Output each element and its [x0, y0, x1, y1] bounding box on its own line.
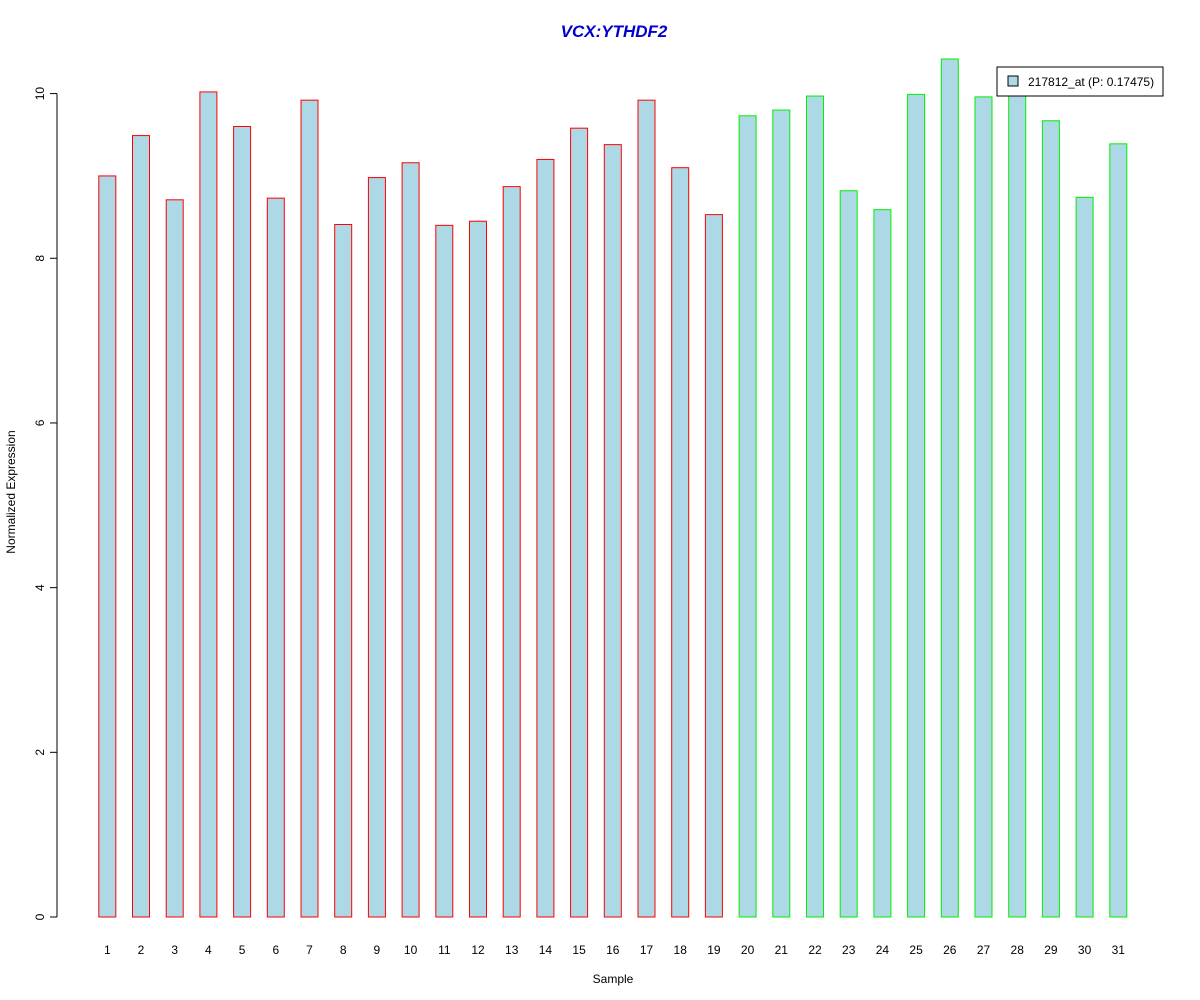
legend-swatch: [1007, 75, 1019, 87]
bar: [469, 220, 487, 918]
bar: [132, 135, 150, 918]
x-tick-label: 23: [842, 943, 856, 957]
bar: [704, 214, 723, 918]
x-tick-label: 17: [640, 943, 654, 957]
bar: [536, 158, 555, 918]
bar: [873, 209, 892, 918]
x-tick-label: 5: [239, 943, 246, 957]
y-tick-label: 10: [33, 87, 47, 101]
bar: [1008, 91, 1027, 918]
x-tick-label: 13: [505, 943, 519, 957]
bar: [603, 144, 622, 918]
x-tick-label: 28: [1011, 943, 1025, 957]
bar: [165, 199, 184, 918]
bar: [300, 99, 319, 918]
bar: [940, 58, 959, 918]
bar: [1075, 196, 1094, 918]
x-tick-label: 6: [272, 943, 279, 957]
y-tick-label: 8: [33, 255, 47, 262]
bar: [334, 224, 353, 918]
bar: [435, 224, 454, 918]
bars: [98, 58, 1128, 918]
x-tick-label: 3: [171, 943, 178, 957]
x-axis-title: Sample: [593, 972, 634, 986]
x-tick-label: 2: [138, 943, 145, 957]
x-tick-label: 19: [707, 943, 721, 957]
x-tick-label: 15: [572, 943, 586, 957]
x-tick-label: 8: [340, 943, 347, 957]
y-axis: 0 2 4 6 8 10: [33, 87, 58, 920]
bar: [266, 197, 285, 918]
bar: [401, 162, 420, 918]
bar: [806, 95, 824, 918]
bar: [907, 93, 926, 918]
y-tick-label: 2: [33, 749, 47, 756]
bar: [367, 177, 386, 918]
x-tick-label: 25: [909, 943, 923, 957]
bar: [1041, 120, 1060, 918]
bar: [98, 175, 117, 918]
x-tick-label: 29: [1044, 943, 1058, 957]
x-tick-label: 22: [808, 943, 822, 957]
y-tick-label: 4: [33, 584, 47, 591]
x-tick-label: 24: [876, 943, 890, 957]
bar: [233, 126, 252, 918]
bar: [637, 99, 656, 918]
bar: [738, 115, 757, 918]
y-axis-title: Normalized Expression: [4, 430, 18, 553]
x-tick-label: 14: [539, 943, 553, 957]
x-tick-label: 9: [374, 943, 381, 957]
bar: [974, 96, 993, 918]
x-tick-label: 18: [674, 943, 688, 957]
bar: [502, 186, 521, 918]
x-tick-label: 1: [104, 943, 111, 957]
x-tick-label: 12: [471, 943, 485, 957]
x-tick-label: 31: [1112, 943, 1126, 957]
legend: 217812_at (P: 0.17475): [996, 66, 1164, 97]
x-tick-label: 7: [306, 943, 313, 957]
y-tick-label: 0: [33, 913, 47, 920]
chart-title: VCX:YTHDF2: [561, 22, 668, 41]
x-tick-label: 20: [741, 943, 755, 957]
x-tick-label: 11: [438, 943, 451, 957]
x-tick-label: 16: [606, 943, 620, 957]
bar: [1109, 143, 1128, 918]
x-tick-label: 4: [205, 943, 212, 957]
bar: [772, 109, 791, 918]
x-tick-label: 26: [943, 943, 957, 957]
x-tick-label: 10: [404, 943, 418, 957]
bar: [570, 127, 589, 918]
x-tick-label: 30: [1078, 943, 1092, 957]
bar: [839, 190, 858, 918]
legend-label: 217812_at (P: 0.17475): [1028, 75, 1154, 89]
x-tick-label: 21: [775, 943, 789, 957]
bar: [199, 91, 218, 918]
x-tick-labels: 1 2 3 4 5 6 7 8 9 10 11 12 13 14 15 16 17 18 19 20 21 22 23 24 2…: [104, 943, 1125, 957]
x-tick-label: 27: [977, 943, 991, 957]
y-tick-label: 6: [33, 419, 47, 426]
legend-box: [996, 66, 1164, 97]
bar: [671, 167, 690, 918]
